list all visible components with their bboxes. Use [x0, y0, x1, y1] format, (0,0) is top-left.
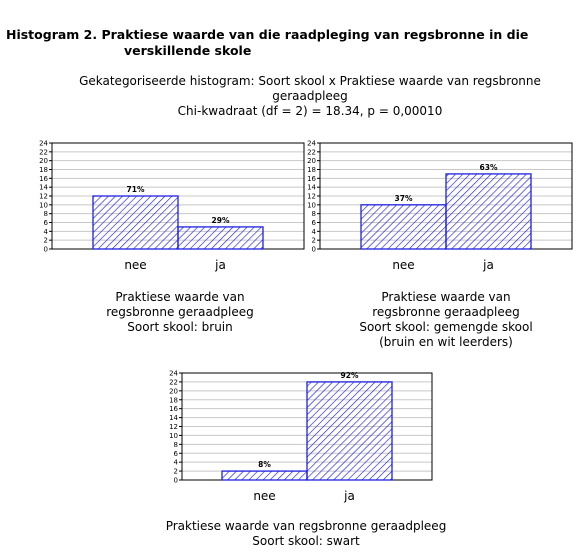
y-tick-label: 12 — [39, 193, 48, 201]
y-tick-label: 8 — [174, 441, 178, 449]
bar-nee — [92, 195, 179, 250]
bar-ja — [177, 226, 264, 250]
chart-header: Gekategoriseerde histogram: Soort skool … — [0, 74, 579, 119]
chart-header-line1: Gekategoriseerde histogram: Soort skool … — [79, 74, 541, 88]
figure-title-line2: verskillende skole — [124, 43, 252, 58]
panel-2-caption-line: (bruin en wit leerders) — [379, 335, 513, 349]
y-tick-label: 12 — [307, 193, 316, 201]
y-tick-label: 4 — [44, 228, 49, 236]
panel-1-caption: Praktiese waarde van regsbronne geraadpl… — [60, 290, 300, 335]
bar-nee — [360, 204, 447, 250]
y-tick-label: 24 — [39, 140, 48, 148]
x-category-label: ja — [343, 489, 355, 503]
y-tick-label: 24 — [169, 370, 178, 378]
y-tick-label: 12 — [169, 423, 178, 431]
panel-3-caption-line: Praktiese waarde van regsbronne geraadpl… — [165, 519, 447, 533]
y-tick-label: 20 — [39, 157, 48, 165]
y-tick-label: 10 — [39, 201, 48, 209]
y-tick-label: 0 — [174, 477, 178, 485]
y-tick-label: 14 — [169, 414, 178, 422]
x-category-label: nee — [253, 489, 275, 503]
x-category-label: nee — [124, 258, 146, 272]
panel-3-caption-line: Soort skool: swart — [252, 534, 360, 548]
x-category-label: nee — [392, 258, 414, 272]
y-tick-label: 10 — [307, 201, 316, 209]
y-tick-label: 0 — [44, 246, 48, 254]
y-tick-label: 14 — [39, 184, 48, 192]
y-tick-label: 22 — [169, 378, 178, 386]
y-tick-label: 6 — [44, 219, 49, 227]
bar-nee — [221, 470, 308, 481]
panel-1-caption-line: regsbronne geraadpleeg — [106, 305, 254, 319]
y-tick-label: 18 — [307, 166, 316, 174]
y-tick-label: 6 — [174, 450, 179, 458]
x-category-label: ja — [214, 258, 226, 272]
y-tick-label: 2 — [312, 237, 316, 245]
chart-header-line2: geraadpleeg — [272, 89, 348, 103]
y-tick-label: 20 — [169, 387, 178, 395]
y-tick-label: 18 — [39, 166, 48, 174]
y-tick-label: 2 — [44, 237, 48, 245]
panel-2-caption-line: Soort skool: gemengde skool — [359, 320, 533, 334]
bar-data-label: 63% — [480, 163, 498, 172]
panel-1-caption-line: Soort skool: bruin — [127, 320, 233, 334]
y-tick-label: 4 — [312, 228, 317, 236]
y-tick-label: 2 — [174, 468, 178, 476]
y-tick-label: 22 — [39, 148, 48, 156]
chart-header-line3: Chi-kwadraat (df = 2) = 18.34, p = 0,000… — [177, 104, 443, 118]
figure-title-line1: Histogram 2. Praktiese waarde van die ra… — [6, 27, 529, 42]
bar-ja — [306, 381, 393, 481]
y-tick-label: 16 — [39, 175, 48, 183]
bar-data-label: 37% — [395, 194, 413, 203]
bar-data-label: 8% — [258, 460, 271, 469]
y-tick-label: 22 — [307, 148, 316, 156]
y-tick-label: 4 — [174, 459, 179, 467]
figure-title: Histogram 2. Praktiese waarde van die ra… — [6, 27, 572, 59]
y-tick-label: 18 — [169, 396, 178, 404]
panel-2-caption: Praktiese waarde van regsbronne geraadpl… — [330, 290, 562, 350]
bar-data-label: 29% — [212, 216, 230, 225]
y-tick-label: 10 — [169, 432, 178, 440]
y-tick-label: 0 — [312, 246, 316, 254]
bar-data-label: 92% — [341, 371, 359, 380]
bar-ja — [445, 173, 532, 250]
panel-3-caption: Praktiese waarde van regsbronne geraadpl… — [100, 519, 512, 549]
y-tick-label: 6 — [312, 219, 317, 227]
y-tick-label: 8 — [312, 210, 316, 218]
y-tick-label: 16 — [169, 405, 178, 413]
y-tick-label: 14 — [307, 184, 316, 192]
y-tick-label: 20 — [307, 157, 316, 165]
x-category-label: ja — [482, 258, 494, 272]
bar-data-label: 71% — [127, 185, 145, 194]
y-tick-label: 8 — [44, 210, 48, 218]
panel-1-caption-line: Praktiese waarde van — [115, 290, 245, 304]
panel-2-caption-line: regsbronne geraadpleeg — [372, 305, 520, 319]
panel-2-caption-line: Praktiese waarde van — [381, 290, 511, 304]
y-tick-label: 24 — [307, 140, 316, 148]
y-tick-label: 16 — [307, 175, 316, 183]
